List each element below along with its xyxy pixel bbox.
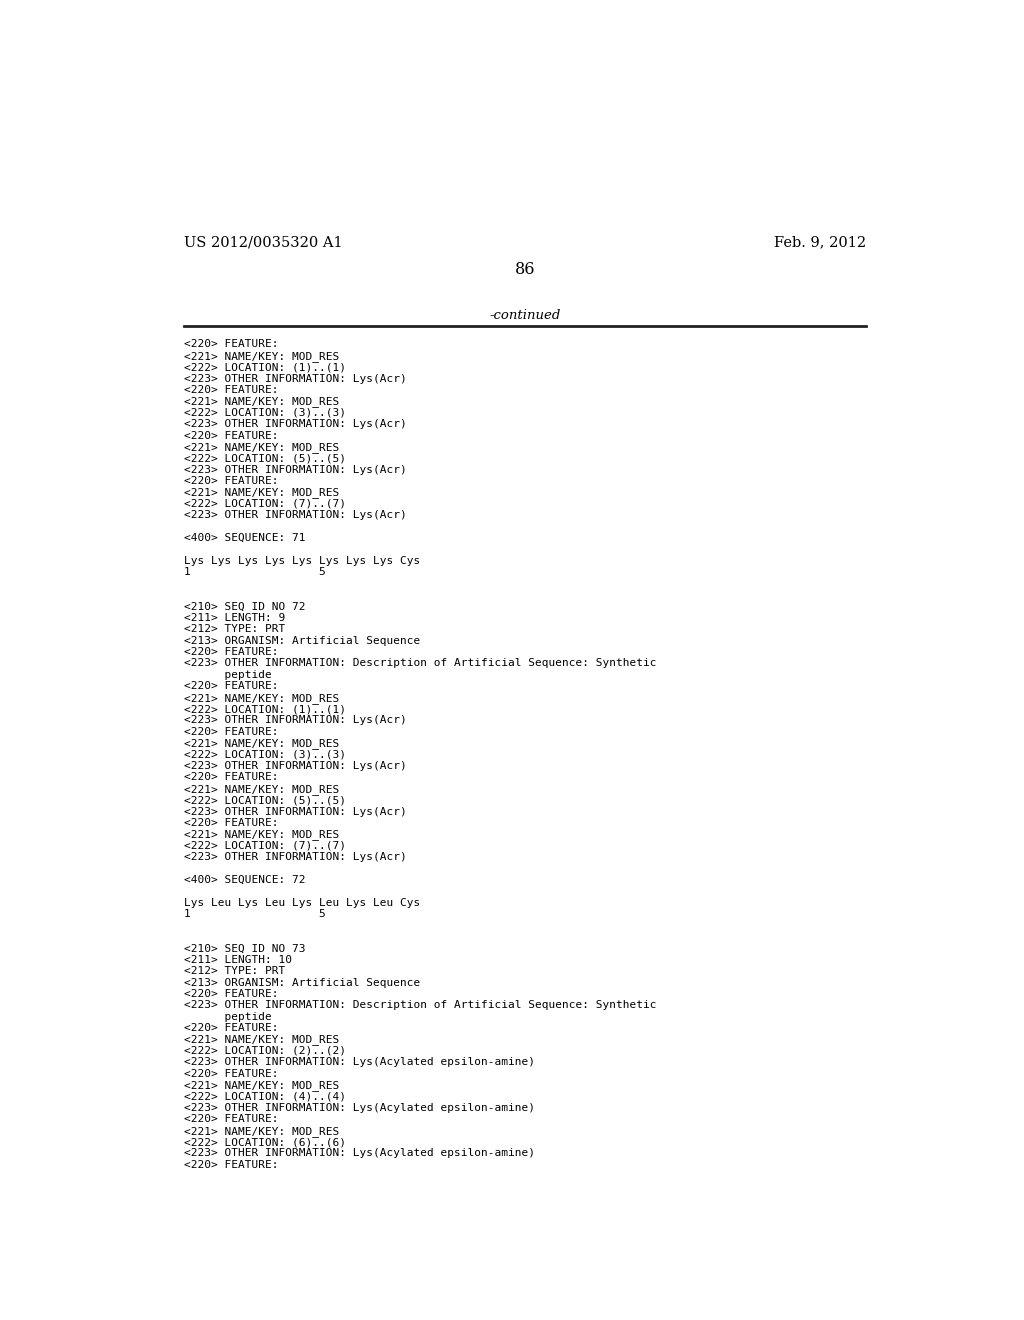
Text: <223> OTHER INFORMATION: Lys(Acr): <223> OTHER INFORMATION: Lys(Acr) bbox=[183, 420, 407, 429]
Text: <223> OTHER INFORMATION: Lys(Acr): <223> OTHER INFORMATION: Lys(Acr) bbox=[183, 374, 407, 384]
Text: <213> ORGANISM: Artificial Sequence: <213> ORGANISM: Artificial Sequence bbox=[183, 636, 420, 645]
Text: <223> OTHER INFORMATION: Lys(Acylated epsilon-amine): <223> OTHER INFORMATION: Lys(Acylated ep… bbox=[183, 1057, 535, 1068]
Text: <222> LOCATION: (3)..(3): <222> LOCATION: (3)..(3) bbox=[183, 408, 346, 417]
Text: <220> FEATURE:: <220> FEATURE: bbox=[183, 727, 279, 737]
Text: <223> OTHER INFORMATION: Lys(Acylated epsilon-amine): <223> OTHER INFORMATION: Lys(Acylated ep… bbox=[183, 1104, 535, 1113]
Text: 1                   5: 1 5 bbox=[183, 568, 326, 577]
Text: <222> LOCATION: (6)..(6): <222> LOCATION: (6)..(6) bbox=[183, 1137, 346, 1147]
Text: <223> OTHER INFORMATION: Lys(Acr): <223> OTHER INFORMATION: Lys(Acr) bbox=[183, 853, 407, 862]
Text: <221> NAME/KEY: MOD_RES: <221> NAME/KEY: MOD_RES bbox=[183, 351, 339, 362]
Text: <222> LOCATION: (7)..(7): <222> LOCATION: (7)..(7) bbox=[183, 841, 346, 851]
Text: peptide: peptide bbox=[183, 669, 271, 680]
Text: <220> FEATURE:: <220> FEATURE: bbox=[183, 385, 279, 395]
Text: <400> SEQUENCE: 71: <400> SEQUENCE: 71 bbox=[183, 533, 305, 543]
Text: <210> SEQ ID NO 72: <210> SEQ ID NO 72 bbox=[183, 602, 305, 611]
Text: <211> LENGTH: 10: <211> LENGTH: 10 bbox=[183, 954, 292, 965]
Text: <212> TYPE: PRT: <212> TYPE: PRT bbox=[183, 966, 285, 975]
Text: <221> NAME/KEY: MOD_RES: <221> NAME/KEY: MOD_RES bbox=[183, 1126, 339, 1137]
Text: <220> FEATURE:: <220> FEATURE: bbox=[183, 339, 279, 350]
Text: Feb. 9, 2012: Feb. 9, 2012 bbox=[774, 235, 866, 249]
Text: <223> OTHER INFORMATION: Description of Artificial Sequence: Synthetic: <223> OTHER INFORMATION: Description of … bbox=[183, 659, 656, 668]
Text: <222> LOCATION: (5)..(5): <222> LOCATION: (5)..(5) bbox=[183, 795, 346, 805]
Text: <220> FEATURE:: <220> FEATURE: bbox=[183, 647, 279, 657]
Text: <222> LOCATION: (1)..(1): <222> LOCATION: (1)..(1) bbox=[183, 362, 346, 372]
Text: <221> NAME/KEY: MOD_RES: <221> NAME/KEY: MOD_RES bbox=[183, 829, 339, 841]
Text: Lys Leu Lys Leu Lys Leu Lys Leu Cys: Lys Leu Lys Leu Lys Leu Lys Leu Cys bbox=[183, 898, 420, 908]
Text: <221> NAME/KEY: MOD_RES: <221> NAME/KEY: MOD_RES bbox=[183, 784, 339, 795]
Text: <220> FEATURE:: <220> FEATURE: bbox=[183, 818, 279, 828]
Text: 86: 86 bbox=[514, 261, 536, 277]
Text: <222> LOCATION: (4)..(4): <222> LOCATION: (4)..(4) bbox=[183, 1092, 346, 1101]
Text: Lys Lys Lys Lys Lys Lys Lys Lys Cys: Lys Lys Lys Lys Lys Lys Lys Lys Cys bbox=[183, 556, 420, 566]
Text: <221> NAME/KEY: MOD_RES: <221> NAME/KEY: MOD_RES bbox=[183, 442, 339, 453]
Text: <223> OTHER INFORMATION: Lys(Acr): <223> OTHER INFORMATION: Lys(Acr) bbox=[183, 762, 407, 771]
Text: peptide: peptide bbox=[183, 1011, 271, 1022]
Text: <223> OTHER INFORMATION: Lys(Acr): <223> OTHER INFORMATION: Lys(Acr) bbox=[183, 807, 407, 817]
Text: <220> FEATURE:: <220> FEATURE: bbox=[183, 1023, 279, 1034]
Text: <220> FEATURE:: <220> FEATURE: bbox=[183, 430, 279, 441]
Text: <221> NAME/KEY: MOD_RES: <221> NAME/KEY: MOD_RES bbox=[183, 738, 339, 750]
Text: <222> LOCATION: (2)..(2): <222> LOCATION: (2)..(2) bbox=[183, 1045, 346, 1056]
Text: 1                   5: 1 5 bbox=[183, 909, 326, 919]
Text: <212> TYPE: PRT: <212> TYPE: PRT bbox=[183, 624, 285, 634]
Text: <223> OTHER INFORMATION: Lys(Acr): <223> OTHER INFORMATION: Lys(Acr) bbox=[183, 715, 407, 726]
Text: <222> LOCATION: (1)..(1): <222> LOCATION: (1)..(1) bbox=[183, 704, 346, 714]
Text: <220> FEATURE:: <220> FEATURE: bbox=[183, 1160, 279, 1170]
Text: <222> LOCATION: (5)..(5): <222> LOCATION: (5)..(5) bbox=[183, 453, 346, 463]
Text: <223> OTHER INFORMATION: Description of Artificial Sequence: Synthetic: <223> OTHER INFORMATION: Description of … bbox=[183, 1001, 656, 1010]
Text: <400> SEQUENCE: 72: <400> SEQUENCE: 72 bbox=[183, 875, 305, 884]
Text: <220> FEATURE:: <220> FEATURE: bbox=[183, 477, 279, 486]
Text: <213> ORGANISM: Artificial Sequence: <213> ORGANISM: Artificial Sequence bbox=[183, 978, 420, 987]
Text: <220> FEATURE:: <220> FEATURE: bbox=[183, 1114, 279, 1125]
Text: <221> NAME/KEY: MOD_RES: <221> NAME/KEY: MOD_RES bbox=[183, 396, 339, 408]
Text: <220> FEATURE:: <220> FEATURE: bbox=[183, 681, 279, 692]
Text: US 2012/0035320 A1: US 2012/0035320 A1 bbox=[183, 235, 342, 249]
Text: <222> LOCATION: (3)..(3): <222> LOCATION: (3)..(3) bbox=[183, 750, 346, 759]
Text: -continued: -continued bbox=[489, 309, 560, 322]
Text: <221> NAME/KEY: MOD_RES: <221> NAME/KEY: MOD_RES bbox=[183, 693, 339, 704]
Text: <211> LENGTH: 9: <211> LENGTH: 9 bbox=[183, 612, 285, 623]
Text: <221> NAME/KEY: MOD_RES: <221> NAME/KEY: MOD_RES bbox=[183, 1080, 339, 1092]
Text: <220> FEATURE:: <220> FEATURE: bbox=[183, 1069, 279, 1078]
Text: <223> OTHER INFORMATION: Lys(Acr): <223> OTHER INFORMATION: Lys(Acr) bbox=[183, 465, 407, 475]
Text: <222> LOCATION: (7)..(7): <222> LOCATION: (7)..(7) bbox=[183, 499, 346, 510]
Text: <221> NAME/KEY: MOD_RES: <221> NAME/KEY: MOD_RES bbox=[183, 487, 339, 499]
Text: <223> OTHER INFORMATION: Lys(Acr): <223> OTHER INFORMATION: Lys(Acr) bbox=[183, 511, 407, 520]
Text: <220> FEATURE:: <220> FEATURE: bbox=[183, 772, 279, 783]
Text: <220> FEATURE:: <220> FEATURE: bbox=[183, 989, 279, 999]
Text: <223> OTHER INFORMATION: Lys(Acylated epsilon-amine): <223> OTHER INFORMATION: Lys(Acylated ep… bbox=[183, 1148, 535, 1159]
Text: <210> SEQ ID NO 73: <210> SEQ ID NO 73 bbox=[183, 944, 305, 953]
Text: <221> NAME/KEY: MOD_RES: <221> NAME/KEY: MOD_RES bbox=[183, 1035, 339, 1045]
